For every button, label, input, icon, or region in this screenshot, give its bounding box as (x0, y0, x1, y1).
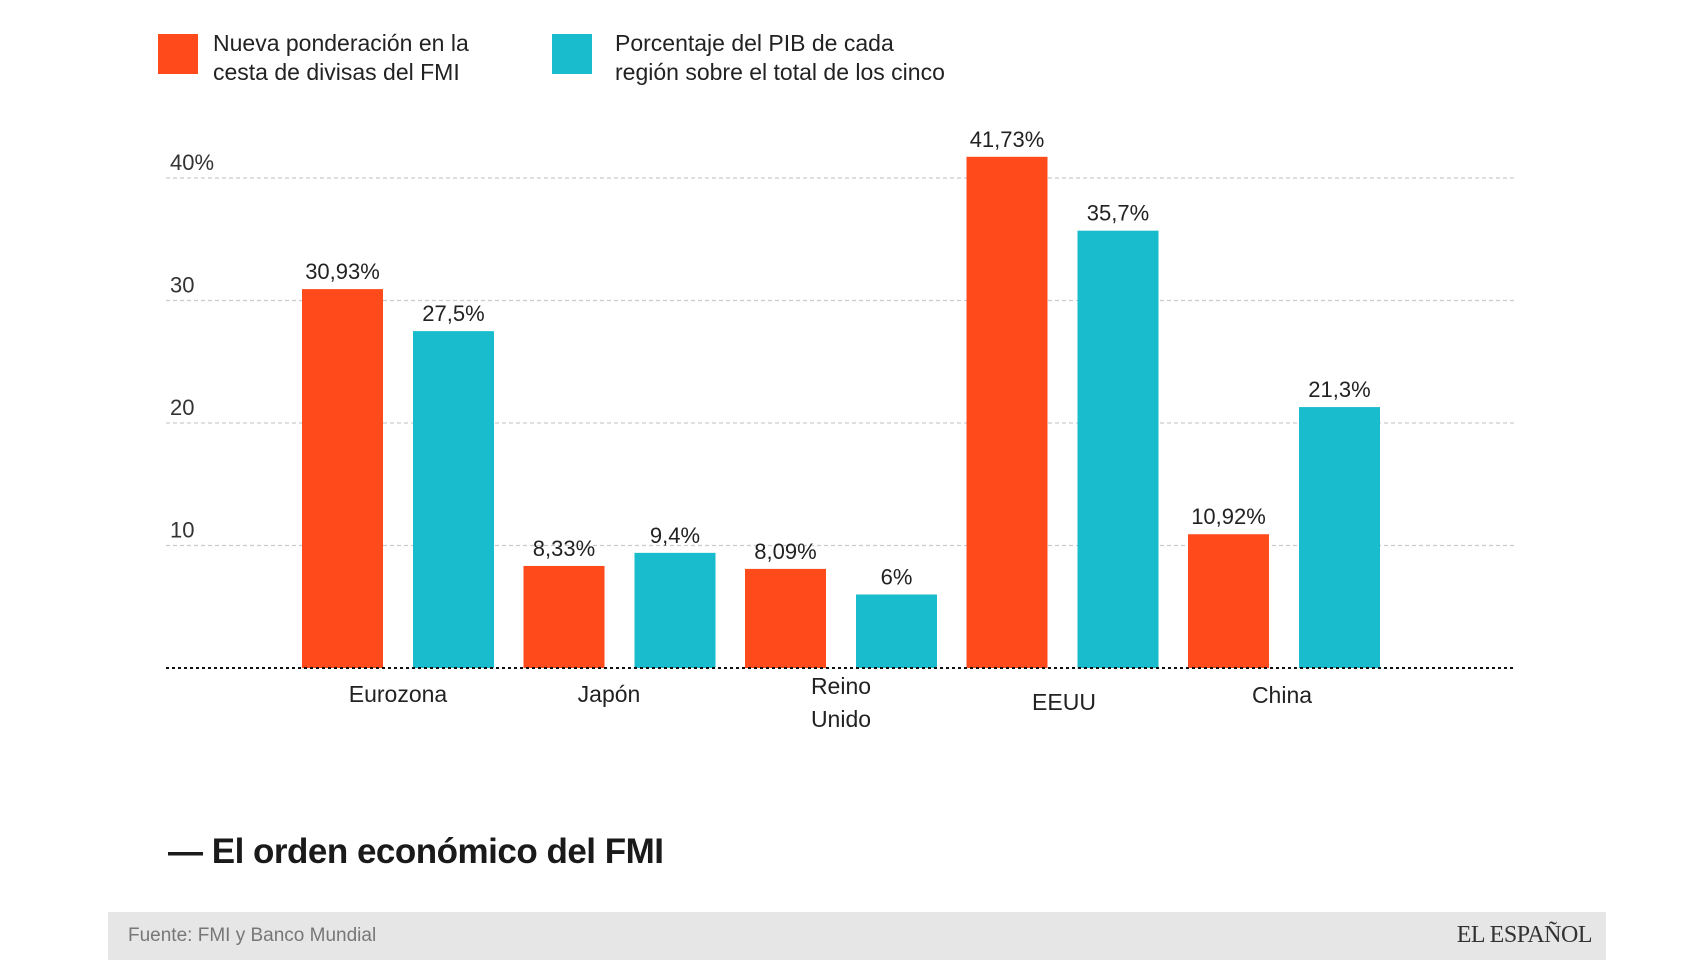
footer-bar: Fuente: FMI y Banco Mundial EL ESPAÑOL (108, 912, 1606, 960)
legend-label-pib: Porcentaje del PIB de cada región sobre … (615, 29, 945, 87)
legend-label-line: Porcentaje del PIB de cada (615, 30, 894, 56)
bar (1299, 407, 1380, 668)
bar (302, 289, 383, 668)
x-tick-label: Japón (578, 681, 641, 707)
x-tick-label: EEUU (1032, 689, 1096, 715)
x-tick-label: Unido (811, 706, 871, 732)
source-note: Fuente: FMI y Banco Mundial (128, 925, 377, 946)
x-tick-label: Eurozona (349, 681, 448, 707)
bar (745, 568, 826, 668)
chart-title: — El orden económico del FMI (168, 832, 664, 871)
bar (1077, 230, 1159, 669)
x-tick-label: China (1252, 682, 1312, 708)
data-label: 35,7% (1087, 201, 1149, 226)
bar (634, 552, 716, 668)
bar (1188, 534, 1269, 668)
brand-logo: EL ESPAÑOL (1456, 922, 1593, 948)
y-tick-label: 40% (170, 150, 214, 175)
bar (966, 156, 1048, 668)
bar-chart: 10 20 30 40% 30,93% 27,5% 8,33% 9,4% 8,09% 6% 41,7… (166, 127, 1514, 732)
y-tick-label: 30 (170, 273, 194, 298)
legend-swatch-ponderacion (158, 34, 198, 74)
data-label: 30,93% (305, 259, 380, 284)
bar (523, 565, 605, 668)
data-label: 8,09% (754, 539, 816, 564)
bar (413, 331, 494, 668)
legend-swatch-pib (552, 34, 592, 74)
legend-label-line: cesta de divisas del FMI (213, 59, 460, 85)
legend-label-ponderacion: Nueva ponderación en la cesta de divisas… (213, 29, 469, 87)
bar (856, 594, 937, 668)
data-label: 41,73% (970, 127, 1045, 152)
legend-label-line: región sobre el total de los cinco (615, 59, 945, 85)
y-tick-label: 10 (170, 518, 194, 543)
legend-label-line: Nueva ponderación en la (213, 30, 469, 56)
y-tick-label: 20 (170, 395, 194, 420)
data-label: 6% (881, 565, 913, 590)
x-tick-label: Reino (811, 673, 871, 699)
data-label: 8,33% (533, 536, 595, 561)
data-label: 10,92% (1191, 504, 1266, 529)
data-label: 27,5% (422, 301, 484, 326)
data-label: 21,3% (1308, 377, 1370, 402)
data-label: 9,4% (650, 523, 700, 548)
